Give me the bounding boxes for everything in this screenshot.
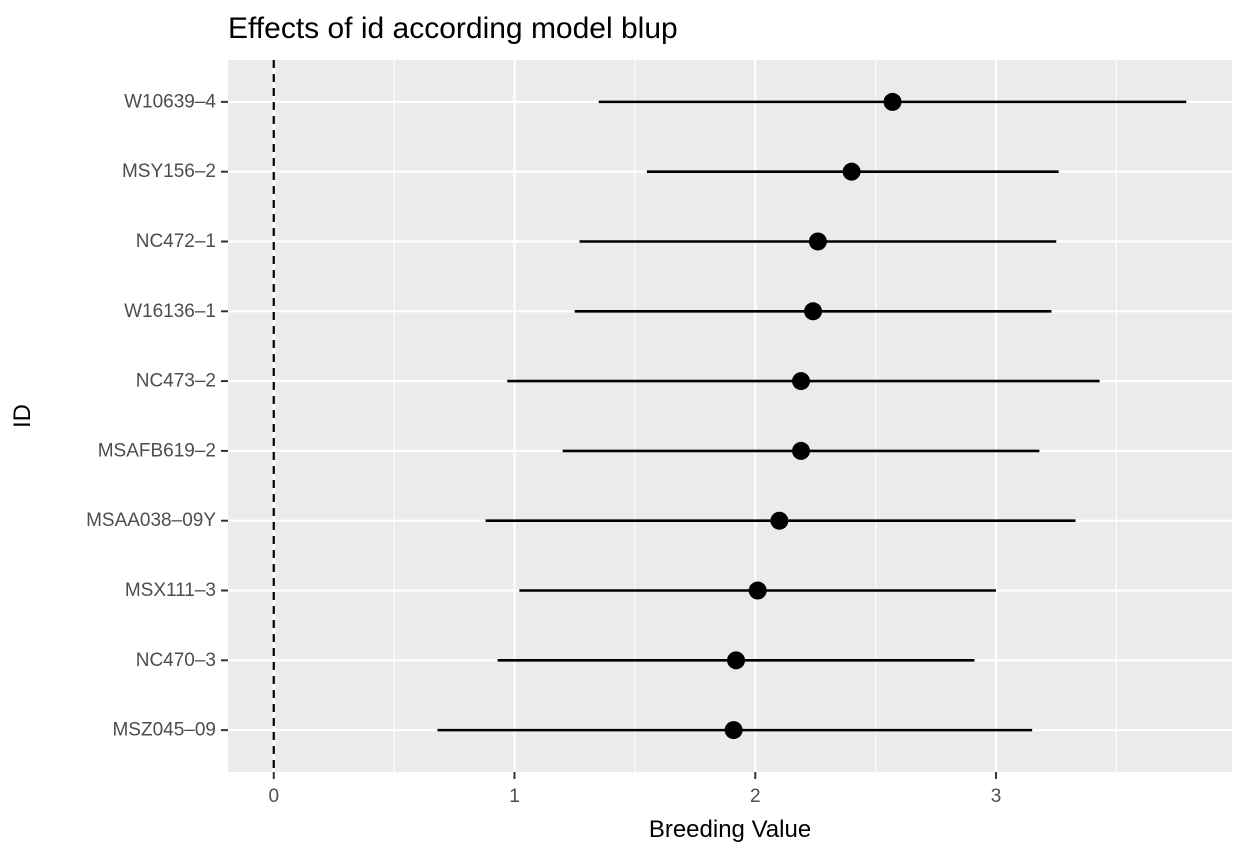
grid-minor [393, 60, 1117, 772]
data-point [792, 441, 811, 460]
data-point [808, 232, 827, 251]
data-point [724, 721, 743, 740]
y-tick-label: W16136–1 [124, 301, 216, 322]
y-axis: W10639–4 MSY156–2 NC472–1 W16136–1 NC473–2 MS… [86, 91, 228, 741]
data-point [727, 651, 746, 670]
y-tick-label: MSY156–2 [122, 161, 216, 182]
y-axis-title: ID [9, 404, 36, 428]
x-axis-title: Breeding Value [649, 816, 811, 843]
data-point [792, 372, 811, 391]
y-tick-label: NC472–1 [136, 231, 216, 252]
y-tick-label: MSAA038–09Y [86, 510, 216, 531]
x-tick-label: 2 [750, 786, 761, 807]
x-axis: 0 1 2 3 [268, 772, 1001, 807]
data-point [883, 92, 902, 111]
data-point [804, 302, 823, 321]
y-tick-label: MSX111–3 [125, 580, 216, 601]
y-tick-label: NC470–3 [136, 650, 216, 671]
data-point [748, 581, 767, 600]
y-tick-label: MSAFB619–2 [98, 440, 216, 461]
data-point [842, 162, 861, 181]
chart-title: Effects of id according model blup [228, 12, 678, 45]
y-tick-label: MSZ045–09 [112, 720, 216, 741]
data-point [770, 511, 789, 530]
x-tick-label: 0 [268, 786, 279, 807]
y-tick-label: NC473–2 [136, 371, 216, 392]
data-points [724, 92, 902, 740]
x-tick-label: 3 [991, 786, 1002, 807]
plot-panel [228, 60, 1232, 772]
x-tick-label: 1 [509, 786, 520, 807]
y-tick-label: W10639–4 [124, 91, 216, 112]
